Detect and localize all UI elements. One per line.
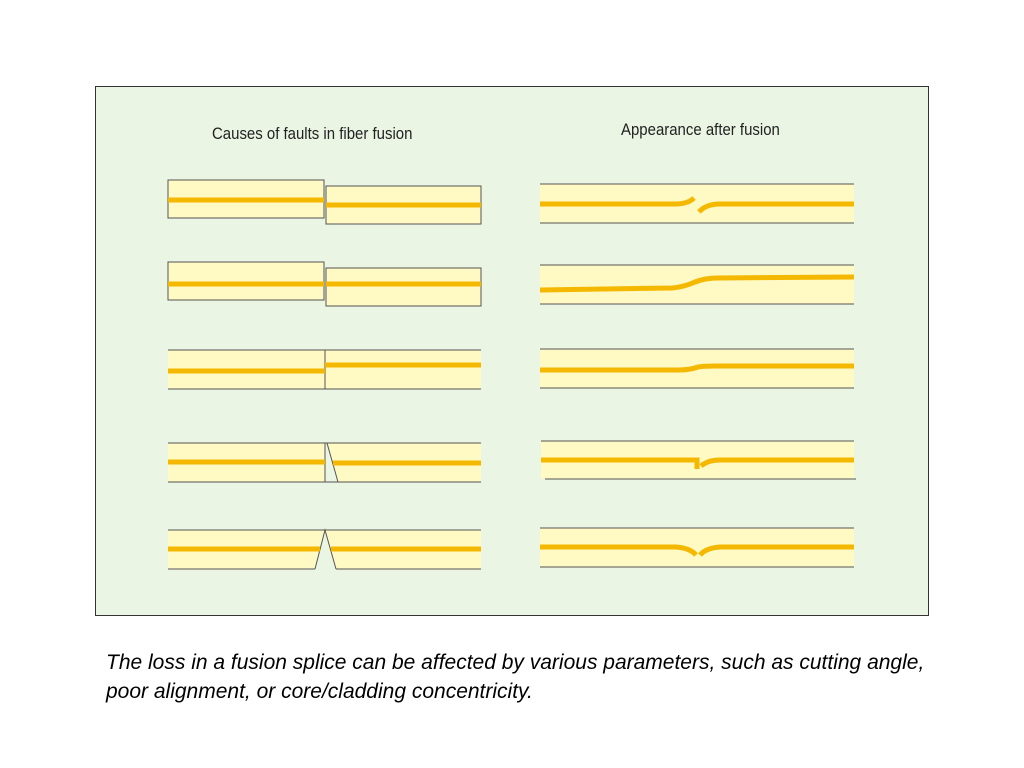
left-core-segment xyxy=(541,457,700,469)
caption-text: The loss in a fusion splice can be affec… xyxy=(106,651,925,703)
left-core-segment xyxy=(540,196,696,207)
right-column-heading: Appearance after fusion xyxy=(621,120,780,139)
right-core-segment xyxy=(699,457,854,468)
result-row-3 xyxy=(540,348,854,389)
fused-fiber-cladding xyxy=(540,265,854,304)
right-core-segment xyxy=(698,544,854,557)
fault-row-3 xyxy=(168,349,481,390)
fault-row-5 xyxy=(168,528,481,570)
left-core-segment xyxy=(540,544,698,557)
result-row-5 xyxy=(540,527,854,568)
left-column-heading: Causes of faults in fiber fusion xyxy=(212,124,413,143)
result-row-4 xyxy=(541,440,856,480)
v-gap-faces xyxy=(314,528,337,570)
right-core-segment xyxy=(697,201,854,214)
left-fiber-cladding xyxy=(167,261,325,301)
angled-cleave-face xyxy=(326,442,339,483)
fault-row-1 xyxy=(167,179,482,225)
fault-row-4 xyxy=(168,442,481,483)
fault-row-2 xyxy=(167,261,482,307)
result-row-2 xyxy=(539,264,855,305)
fused-core xyxy=(539,274,855,293)
right-fiber-cladding xyxy=(325,267,482,307)
result-row-1 xyxy=(540,183,854,224)
fused-core xyxy=(540,363,854,373)
